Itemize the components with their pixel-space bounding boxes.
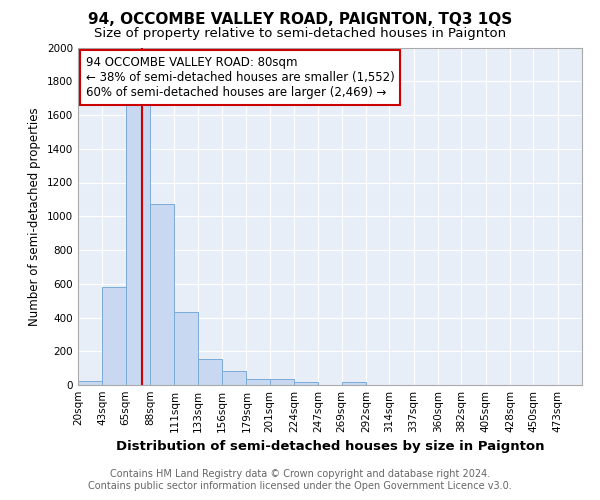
Bar: [341, 382, 366, 385]
Bar: [222, 370, 247, 385]
Text: Contains HM Land Registry data © Crown copyright and database right 2024.
Contai: Contains HM Land Registry data © Crown c…: [88, 470, 512, 491]
Y-axis label: Number of semi-detached properties: Number of semi-detached properties: [28, 107, 41, 326]
Bar: [150, 204, 175, 385]
Bar: [294, 382, 319, 385]
Bar: [125, 103, 150, 385]
Text: 94 OCCOMBE VALLEY ROAD: 80sqm
← 38% of semi-detached houses are smaller (1,552)
: 94 OCCOMBE VALLEY ROAD: 80sqm ← 38% of s…: [86, 56, 394, 99]
Bar: [197, 359, 222, 385]
Bar: [247, 379, 269, 385]
Text: Size of property relative to semi-detached houses in Paignton: Size of property relative to semi-detach…: [94, 28, 506, 40]
X-axis label: Distribution of semi-detached houses by size in Paignton: Distribution of semi-detached houses by …: [116, 440, 544, 454]
Bar: [78, 381, 103, 385]
Bar: [175, 312, 197, 385]
Text: 94, OCCOMBE VALLEY ROAD, PAIGNTON, TQ3 1QS: 94, OCCOMBE VALLEY ROAD, PAIGNTON, TQ3 1…: [88, 12, 512, 28]
Bar: [269, 379, 294, 385]
Bar: [103, 287, 125, 385]
